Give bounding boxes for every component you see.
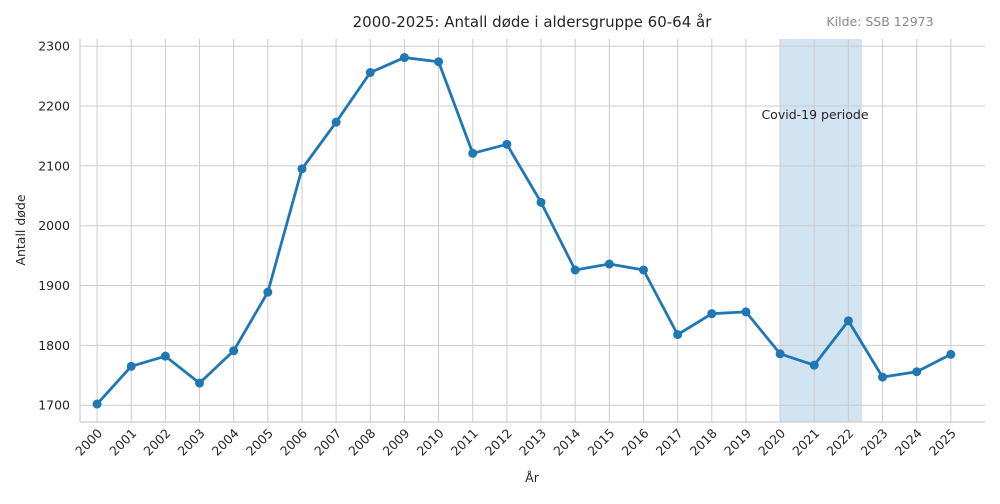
data-point — [331, 117, 341, 127]
data-point — [809, 360, 819, 370]
x-tick-label: 2010 — [414, 425, 447, 458]
x-tick-label: 2006 — [277, 425, 310, 458]
y-tick-label: 1900 — [38, 278, 70, 293]
data-point — [195, 378, 205, 388]
x-tick-label: 2005 — [243, 426, 276, 459]
y-tick-label: 2000 — [38, 218, 70, 233]
x-tick-label: 2013 — [516, 426, 549, 459]
data-point — [468, 148, 478, 158]
data-point — [502, 139, 512, 149]
data-point — [434, 57, 444, 67]
x-tick-label: 2015 — [584, 426, 617, 459]
x-tick-label: 2021 — [789, 426, 822, 459]
data-point — [126, 361, 136, 371]
x-tick-label: 2002 — [140, 426, 173, 459]
data-point — [638, 265, 648, 275]
x-tick-label: 2017 — [653, 426, 686, 459]
x-tick-label: 2022 — [823, 426, 856, 459]
y-axis-label: Antall døde — [13, 194, 28, 265]
x-tick-label: 2019 — [721, 425, 754, 458]
x-tick-label: 2016 — [619, 425, 652, 458]
x-tick-label: 2003 — [175, 426, 208, 459]
data-point — [229, 346, 239, 356]
data-point — [843, 316, 853, 326]
x-tick-label: 2004 — [209, 425, 242, 458]
data-point — [878, 372, 888, 382]
data-point — [399, 53, 409, 63]
x-tick-label: 2007 — [311, 426, 344, 459]
source-note: Kilde: SSB 12973 — [826, 14, 933, 29]
data-line — [96, 56, 952, 405]
y-tick-label: 2100 — [38, 158, 70, 173]
x-tick-label: 2025 — [926, 426, 959, 459]
data-point — [707, 309, 717, 319]
data-point — [365, 68, 375, 78]
y-tick-label: 2200 — [38, 99, 70, 114]
data-point — [297, 164, 307, 174]
x-tick-label: 2001 — [106, 426, 139, 459]
x-tick-label: 2000 — [72, 425, 105, 458]
data-point — [160, 351, 170, 361]
y-tick-label: 1700 — [38, 398, 70, 413]
x-tick-label: 2018 — [687, 425, 720, 458]
covid-span — [780, 39, 863, 422]
x-axis-label: År — [525, 470, 540, 485]
data-point — [673, 330, 683, 340]
data-point — [92, 399, 102, 409]
data-point — [604, 259, 614, 269]
data-point — [536, 197, 546, 207]
x-tick-label: 2011 — [448, 426, 481, 459]
chart-title: 2000-2025: Antall døde i aldersgruppe 60… — [353, 13, 713, 31]
annotation: Covid-19 periode — [761, 107, 868, 122]
data-point — [741, 307, 751, 317]
x-tick-label: 2023 — [858, 426, 891, 459]
data-point — [263, 287, 273, 297]
x-tick-label: 2008 — [345, 425, 378, 458]
x-tick-label: 2020 — [755, 425, 788, 458]
x-tick-label: 2024 — [892, 425, 925, 458]
y-tick-label: 1800 — [38, 338, 70, 353]
data-point — [912, 367, 922, 377]
data-point — [570, 265, 580, 275]
x-tick-label: 2012 — [482, 426, 515, 459]
x-tick-label: 2014 — [550, 425, 583, 458]
x-tick-label: 2009 — [379, 425, 412, 458]
data-point — [946, 349, 956, 359]
y-tick-label: 2300 — [38, 39, 70, 54]
data-point — [775, 349, 785, 359]
